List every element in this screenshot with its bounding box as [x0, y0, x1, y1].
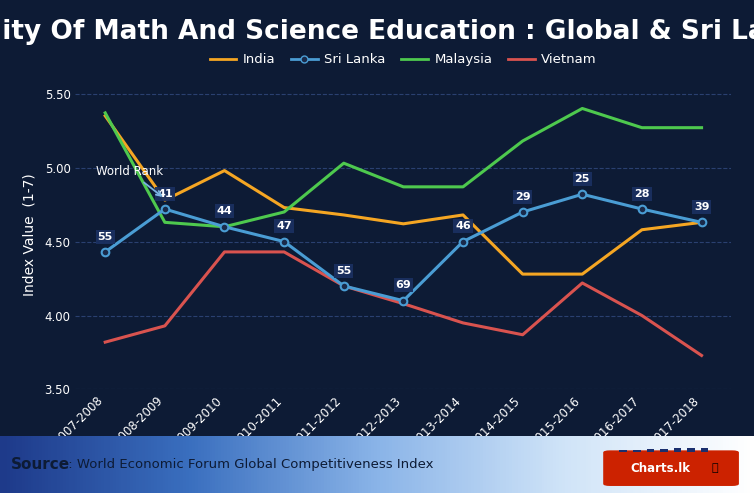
- Text: World Rank: World Rank: [97, 165, 164, 196]
- Line: Malaysia: Malaysia: [106, 108, 701, 227]
- Text: 👍: 👍: [711, 463, 718, 473]
- Text: : World Economic Forum Global Competitiveness Index: : World Economic Forum Global Competitiv…: [64, 458, 434, 471]
- Malaysia: [161, 219, 170, 225]
- Vietnam: [161, 323, 170, 329]
- Vietnam: [101, 339, 110, 345]
- Text: 69: 69: [396, 281, 411, 290]
- India: [220, 168, 229, 174]
- Malaysia: [697, 125, 706, 131]
- Text: 46: 46: [455, 221, 471, 231]
- Text: 29: 29: [515, 192, 531, 202]
- India: [458, 212, 467, 218]
- Bar: [688, 448, 695, 453]
- Text: 41: 41: [157, 189, 173, 199]
- Sri Lanka: [161, 206, 170, 212]
- Malaysia: [220, 224, 229, 230]
- Malaysia: [399, 184, 408, 190]
- Vietnam: [458, 320, 467, 326]
- Sri Lanka: [637, 206, 646, 212]
- Sri Lanka: [280, 239, 289, 245]
- Vietnam: [637, 313, 646, 318]
- Text: 28: 28: [634, 189, 650, 199]
- India: [280, 205, 289, 211]
- Text: Charts.lk: Charts.lk: [630, 462, 690, 475]
- Bar: [633, 450, 641, 453]
- Text: Quality Of Math And Science Education : Global & Sri Lanka: Quality Of Math And Science Education : …: [0, 19, 754, 45]
- Sri Lanka: [578, 191, 587, 197]
- Vietnam: [280, 249, 289, 255]
- Malaysia: [518, 138, 527, 144]
- Malaysia: [101, 110, 110, 116]
- Vietnam: [578, 280, 587, 286]
- Text: 44: 44: [216, 207, 232, 216]
- Line: Sri Lanka: Sri Lanka: [101, 190, 706, 305]
- Text: 47: 47: [276, 221, 292, 231]
- Vietnam: [339, 283, 348, 289]
- Text: Source: Source: [11, 457, 70, 472]
- India: [697, 219, 706, 225]
- Bar: [701, 449, 709, 453]
- Bar: [674, 448, 682, 453]
- Vietnam: [220, 249, 229, 255]
- Sri Lanka: [458, 239, 467, 245]
- India: [101, 113, 110, 119]
- Malaysia: [280, 209, 289, 215]
- Y-axis label: Index Value  (1-7): Index Value (1-7): [22, 173, 36, 295]
- Line: India: India: [106, 116, 701, 274]
- India: [339, 212, 348, 218]
- Sri Lanka: [518, 209, 527, 215]
- Malaysia: [458, 184, 467, 190]
- Sri Lanka: [220, 224, 229, 230]
- India: [637, 227, 646, 233]
- India: [518, 271, 527, 277]
- Text: 39: 39: [694, 202, 710, 212]
- Legend: India, Sri Lanka, Malaysia, Vietnam: India, Sri Lanka, Malaysia, Vietnam: [204, 48, 602, 72]
- Text: 55: 55: [336, 266, 351, 276]
- Bar: [647, 449, 654, 453]
- Text: 25: 25: [575, 174, 590, 184]
- Vietnam: [399, 301, 408, 307]
- India: [161, 197, 170, 203]
- Sri Lanka: [399, 298, 408, 304]
- Vietnam: [697, 352, 706, 358]
- FancyBboxPatch shape: [603, 451, 739, 486]
- Malaysia: [339, 160, 348, 166]
- India: [399, 221, 408, 227]
- Sri Lanka: [339, 283, 348, 289]
- India: [578, 271, 587, 277]
- Sri Lanka: [697, 219, 706, 225]
- Line: Vietnam: Vietnam: [106, 252, 701, 355]
- Vietnam: [518, 332, 527, 338]
- Text: 55: 55: [97, 232, 113, 242]
- Malaysia: [637, 125, 646, 131]
- Bar: [661, 449, 668, 453]
- Bar: [620, 451, 627, 453]
- Malaysia: [578, 106, 587, 111]
- Sri Lanka: [101, 249, 110, 255]
